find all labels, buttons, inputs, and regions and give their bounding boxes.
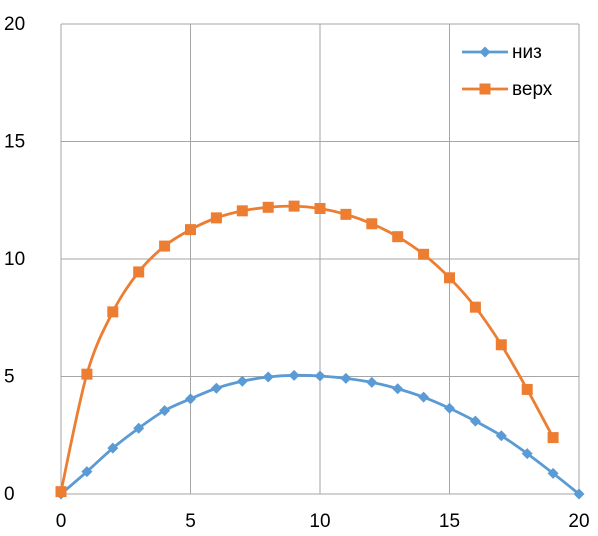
data-point bbox=[495, 430, 507, 442]
y-tick-label: 0 bbox=[4, 484, 15, 505]
data-point bbox=[469, 301, 481, 313]
data-point bbox=[547, 432, 559, 444]
data-point bbox=[262, 371, 274, 383]
x-tick-label: 5 bbox=[185, 511, 196, 532]
series bbox=[55, 200, 585, 500]
data-point bbox=[418, 391, 430, 403]
data-point bbox=[55, 486, 67, 498]
data-point bbox=[288, 200, 300, 212]
data-point bbox=[236, 205, 248, 217]
legend-entry: верх bbox=[462, 79, 553, 100]
legend-label: низ bbox=[512, 42, 542, 63]
data-point bbox=[210, 212, 222, 224]
data-point bbox=[159, 405, 171, 417]
series-line bbox=[59, 204, 555, 492]
data-point bbox=[159, 240, 171, 252]
legend-label: верх bbox=[512, 79, 553, 100]
data-point bbox=[185, 393, 196, 405]
data-point bbox=[210, 382, 222, 394]
data-point bbox=[495, 339, 507, 351]
data-point bbox=[107, 306, 119, 318]
data-point bbox=[288, 369, 300, 381]
legend: низ верх bbox=[462, 42, 553, 100]
data-point bbox=[392, 231, 404, 243]
tick-labels: 0 5 10 15 20 0 5 10 15 20 bbox=[4, 14, 590, 532]
data-point bbox=[521, 383, 533, 395]
data-point bbox=[185, 224, 196, 236]
data-point bbox=[81, 466, 93, 478]
data-point bbox=[107, 442, 119, 454]
data-point bbox=[392, 383, 404, 395]
data-point bbox=[262, 201, 274, 213]
data-point bbox=[444, 272, 455, 284]
grid bbox=[60, 23, 580, 495]
data-point bbox=[469, 415, 481, 427]
data-point bbox=[366, 218, 378, 230]
y-tick-label: 15 bbox=[4, 132, 25, 153]
data-point bbox=[133, 422, 145, 434]
data-point bbox=[314, 370, 326, 382]
x-tick-label: 20 bbox=[568, 511, 589, 532]
y-tick-label: 5 bbox=[4, 367, 15, 388]
data-point bbox=[236, 375, 248, 387]
legend-marker bbox=[479, 46, 491, 58]
legend-marker bbox=[479, 83, 491, 95]
data-point bbox=[314, 202, 326, 214]
x-tick-label: 0 bbox=[56, 511, 67, 532]
data-point bbox=[340, 208, 352, 220]
data-point bbox=[340, 372, 352, 384]
series-high bbox=[55, 200, 559, 498]
data-point bbox=[573, 488, 585, 500]
x-tick-label: 15 bbox=[439, 511, 460, 532]
data-point bbox=[547, 467, 559, 479]
data-point bbox=[444, 402, 455, 414]
x-tick-label: 10 bbox=[309, 511, 330, 532]
data-point bbox=[521, 448, 533, 460]
legend-entry: низ bbox=[462, 42, 542, 63]
data-point bbox=[133, 266, 145, 278]
data-point bbox=[81, 368, 93, 380]
y-tick-label: 20 bbox=[4, 14, 25, 35]
data-point bbox=[366, 376, 378, 388]
data-point bbox=[418, 248, 430, 260]
y-tick-label: 10 bbox=[4, 249, 25, 270]
